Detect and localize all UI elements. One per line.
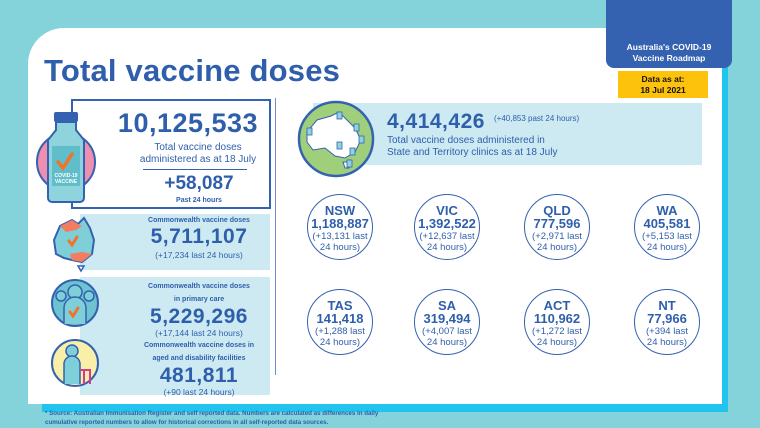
date-badge: Data as at: 18 Jul 2021 bbox=[618, 71, 708, 98]
state-circle-qld: QLD 777,596 (+2,971 last 24 hours) bbox=[524, 194, 590, 260]
australia-clinics-map-icon bbox=[297, 100, 375, 178]
state-circle-act: ACT 110,962 (+1,272 last 24 hours) bbox=[524, 289, 590, 355]
aged-care-delta: (+90 last 24 hours) bbox=[163, 387, 235, 397]
vaccine-vial-icon: COVID-19 VACCINE bbox=[36, 112, 96, 203]
total-doses-card: 10,125,533 Total vaccine doses administe… bbox=[71, 99, 271, 209]
roadmap-line2: Vaccine Roadmap bbox=[632, 53, 706, 63]
state-territory-value: 4,414,426 bbox=[387, 110, 485, 133]
caption-line: administered as at 18 July bbox=[139, 154, 257, 165]
primary-care-label: Commonwealth vaccine doses in primary ca… bbox=[128, 280, 270, 306]
label-line: Commonwealth vaccine doses in bbox=[143, 342, 255, 349]
state-delta: (+1,272 last bbox=[532, 326, 582, 337]
state-delta: 24 hours) bbox=[426, 242, 468, 253]
state-territory-caption: Total vaccine doses administered in Stat… bbox=[387, 135, 557, 159]
source-footnote: * Source: Australian Immunisation Regist… bbox=[45, 410, 378, 427]
state-circle-wa: WA 405,581 (+5,153 last 24 hours) bbox=[634, 194, 700, 260]
state-code: VIC bbox=[436, 203, 458, 218]
caption-line: Total vaccine doses administered in bbox=[387, 135, 545, 146]
date-value: 18 Jul 2021 bbox=[640, 85, 686, 95]
state-delta: 24 hours) bbox=[536, 337, 578, 348]
state-circle-nt: NT 77,966 (+394 last 24 hours) bbox=[634, 289, 700, 355]
state-delta: 24 hours) bbox=[319, 242, 361, 253]
state-delta: 24 hours) bbox=[536, 242, 578, 253]
state-value: 77,966 bbox=[647, 311, 687, 326]
state-code: ACT bbox=[543, 298, 571, 313]
footnote-line: * Source: Australian Immunisation Regist… bbox=[45, 410, 379, 417]
caption-line: State and Territory clinics as at 18 Jul… bbox=[387, 147, 558, 158]
roadmap-line1: Australia's COVID-19 bbox=[626, 42, 712, 52]
column-divider bbox=[275, 98, 276, 375]
people-group-icon bbox=[51, 279, 99, 327]
state-value: 777,596 bbox=[533, 216, 581, 231]
state-circle-vic: VIC 1,392,522 (+12,637 last 24 hours) bbox=[414, 194, 480, 260]
state-code: NT bbox=[658, 298, 676, 313]
state-code: WA bbox=[656, 203, 678, 218]
state-delta: 24 hours) bbox=[426, 337, 468, 348]
past24-label: Past 24 hours bbox=[176, 197, 222, 204]
date-label: Data as at: bbox=[641, 74, 685, 84]
state-circle-tas: TAS 141,418 (+1,288 last 24 hours) bbox=[307, 289, 373, 355]
label-line: Commonwealth vaccine doses bbox=[148, 283, 250, 290]
state-code: QLD bbox=[543, 203, 571, 218]
state-territory-card: 4,414,426 (+40,853 past 24 hours) Total … bbox=[313, 103, 702, 165]
past24-value: +58,087 bbox=[164, 173, 234, 194]
state-value: 405,581 bbox=[643, 216, 691, 231]
primary-care-card: Commonwealth vaccine doses in primary ca… bbox=[80, 277, 270, 397]
label-line: aged and disability facilities bbox=[152, 355, 246, 362]
svg-text:VACCINE: VACCINE bbox=[55, 179, 78, 185]
state-value: 1,392,522 bbox=[418, 216, 476, 231]
primary-care-value: 5,229,296 bbox=[150, 305, 248, 328]
commonwealth-label: Commonwealth vaccine doses bbox=[148, 217, 250, 224]
state-value: 1,188,887 bbox=[311, 216, 369, 231]
state-delta: 24 hours) bbox=[646, 337, 688, 348]
state-delta: (+2,971 last bbox=[532, 231, 582, 242]
state-delta: (+394 last bbox=[646, 326, 688, 337]
state-circle-nsw: NSW 1,188,887 (+13,131 last 24 hours) bbox=[307, 194, 373, 260]
state-code: NSW bbox=[324, 203, 356, 218]
aged-care-person-icon bbox=[51, 339, 99, 387]
state-delta: (+4,007 last bbox=[422, 326, 472, 337]
state-delta: (+1,288 last bbox=[315, 326, 365, 337]
state-delta: (+5,153 last bbox=[642, 231, 692, 242]
divider-rule bbox=[143, 169, 247, 170]
footnote-line: cumulative reported numbers to allow for… bbox=[45, 418, 329, 426]
total-doses-caption: Total vaccine doses administered as at 1… bbox=[131, 142, 265, 166]
state-value: 319,494 bbox=[423, 311, 471, 326]
aged-care-label: Commonwealth vaccine doses in aged and d… bbox=[128, 339, 270, 365]
state-delta: (+13,131 last bbox=[312, 231, 368, 242]
svg-text:COVID-19: COVID-19 bbox=[54, 173, 77, 179]
state-delta: 24 hours) bbox=[319, 337, 361, 348]
total-doses-value: 10,125,533 bbox=[117, 108, 259, 138]
commonwealth-value: 5,711,107 bbox=[150, 225, 248, 248]
state-value: 141,418 bbox=[316, 311, 364, 326]
aged-care-value: 481,811 bbox=[159, 364, 239, 387]
state-code: SA bbox=[437, 298, 457, 313]
state-territory-delta: (+40,853 past 24 hours) bbox=[494, 114, 580, 123]
caption-line: Total vaccine doses bbox=[154, 142, 242, 153]
state-delta: (+12,637 last bbox=[419, 231, 475, 242]
australia-map-icon bbox=[52, 216, 96, 273]
label-line: in primary care bbox=[173, 296, 225, 303]
state-value: 110,962 bbox=[533, 311, 581, 326]
page-title: Total vaccine doses bbox=[44, 53, 341, 88]
commonwealth-delta: (+17,234 last 24 hours) bbox=[155, 250, 243, 260]
commonwealth-card: Commonwealth vaccine doses 5,711,107 (+1… bbox=[80, 214, 270, 270]
state-code: TAS bbox=[327, 298, 353, 313]
primary-care-delta: (+17,144 last 24 hours) bbox=[155, 328, 243, 338]
state-delta: 24 hours) bbox=[646, 242, 688, 253]
roadmap-badge: Australia's COVID-19 Vaccine Roadmap bbox=[606, 0, 732, 68]
state-circle-sa: SA 319,494 (+4,007 last 24 hours) bbox=[414, 289, 480, 355]
